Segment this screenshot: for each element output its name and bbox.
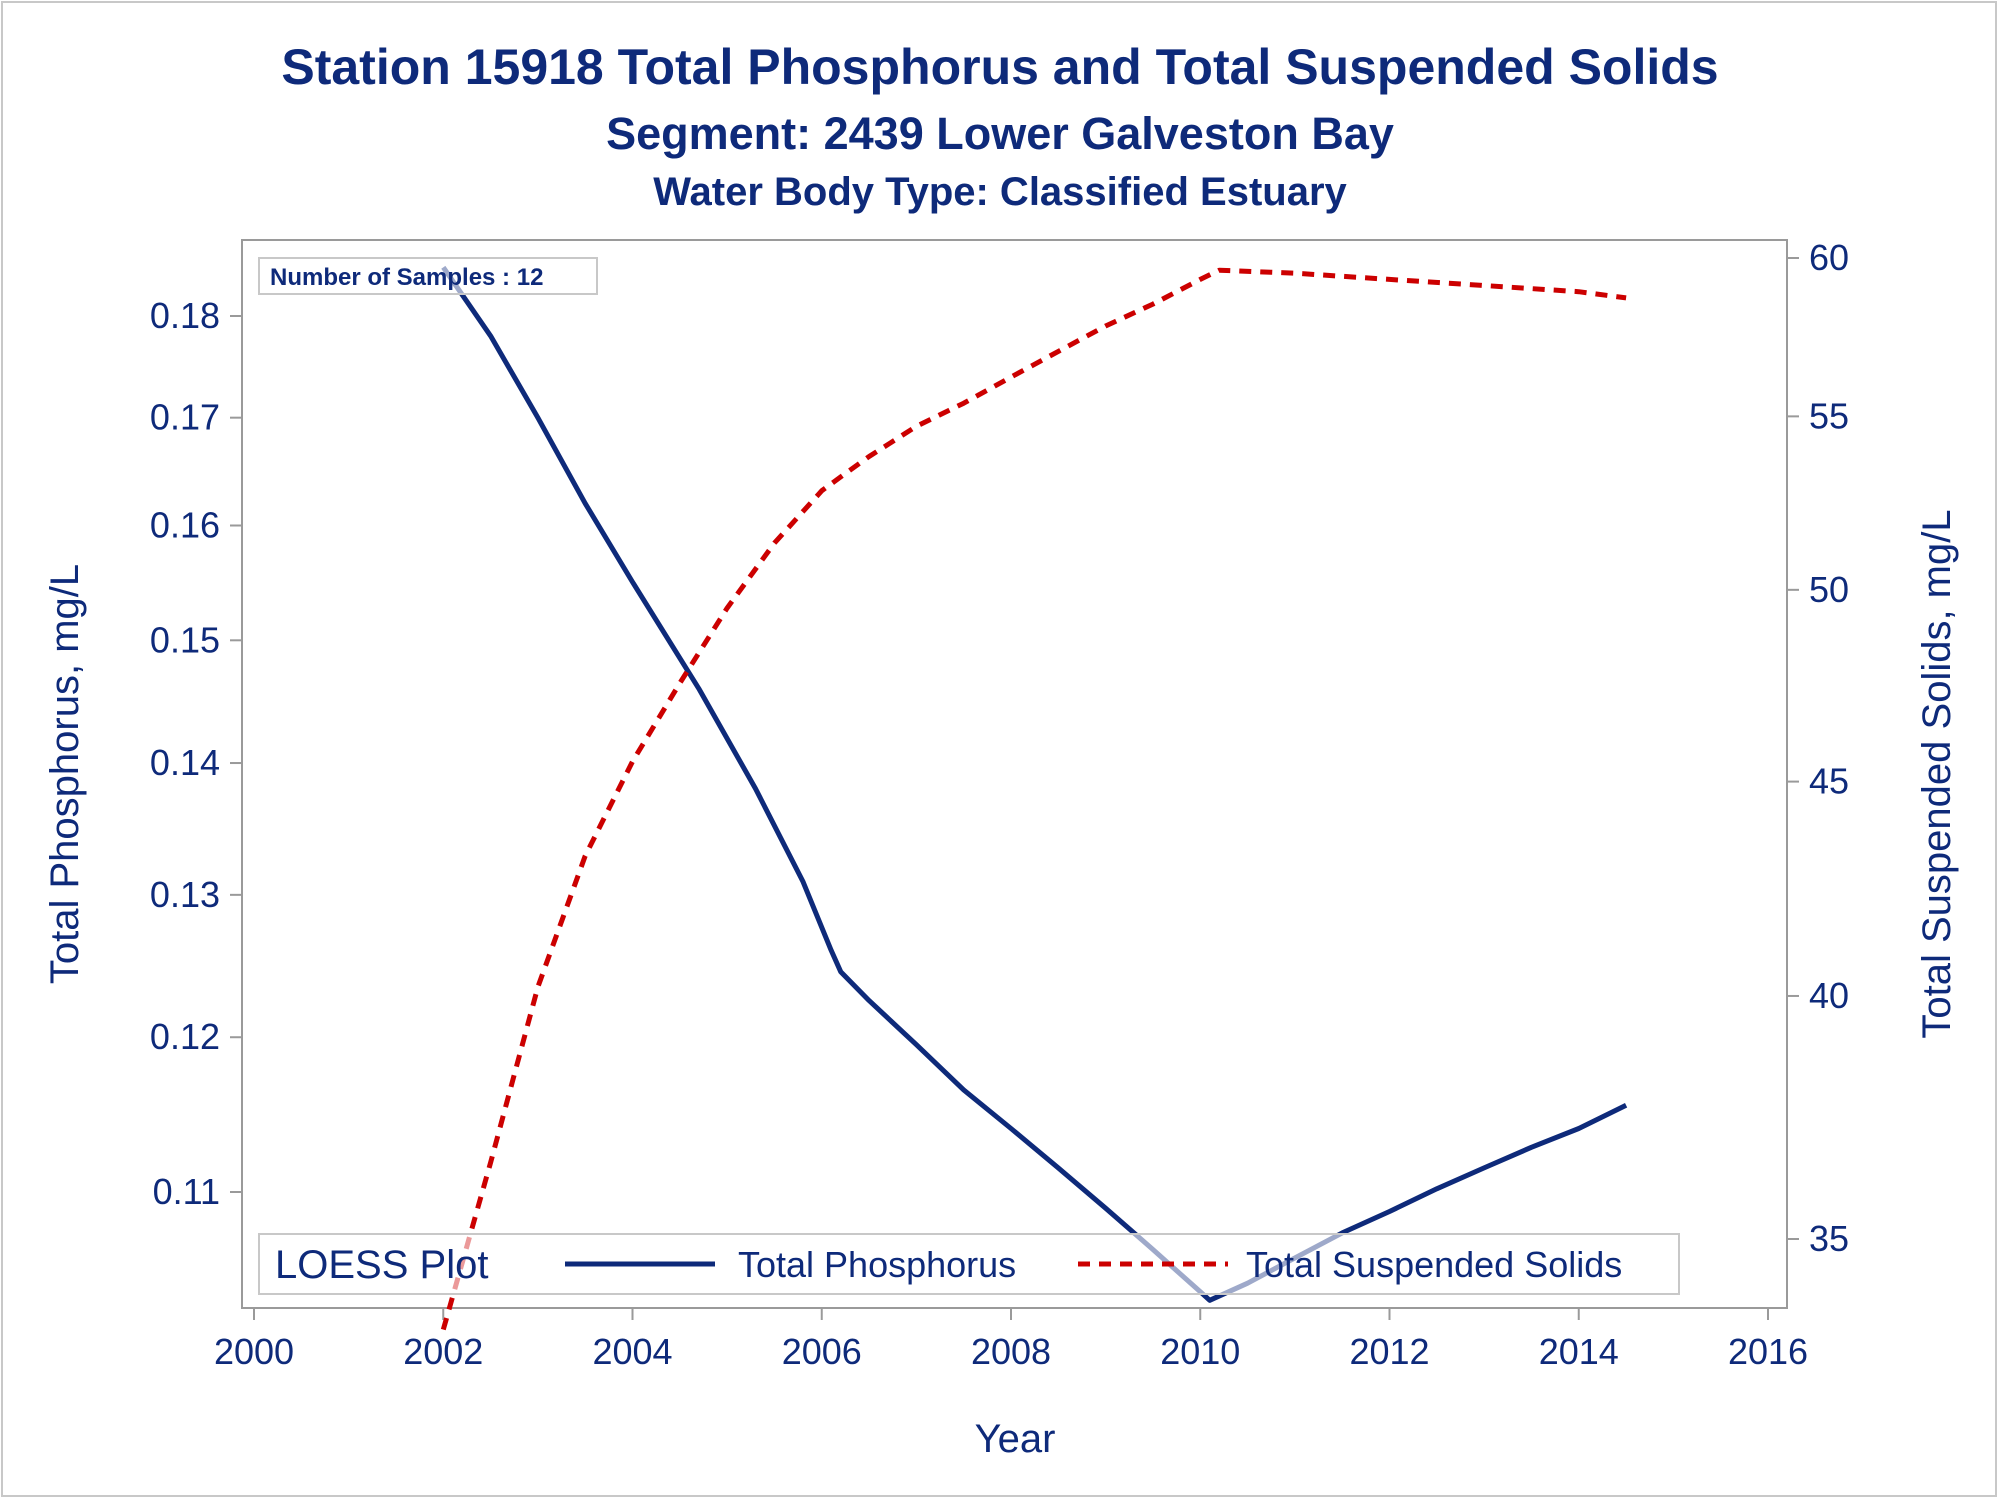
y-axis-right-label: Total Suspended Solids, mg/L bbox=[1915, 509, 1959, 1038]
x-tick-label: 2008 bbox=[971, 1331, 1051, 1372]
y2-tick-label: 35 bbox=[1809, 1218, 1849, 1259]
x-tick-label: 2000 bbox=[214, 1331, 294, 1372]
x-tick-label: 2012 bbox=[1349, 1331, 1429, 1372]
x-tick-label: 2014 bbox=[1539, 1331, 1619, 1372]
samples-count-label: Number of Samples : 12 bbox=[270, 264, 543, 291]
chart-title: Station 15918 Total Phosphorus and Total… bbox=[281, 39, 1719, 95]
y-axis-left: 0.11 0.12 0.13 0.14 0.15 0.16 0.17 0.18 bbox=[150, 295, 242, 1212]
x-axis-label: Year bbox=[975, 1417, 1056, 1461]
y-tick-label: 0.12 bbox=[150, 1016, 220, 1057]
plot-border bbox=[241, 239, 1788, 1309]
series-line-phosphorus bbox=[441, 265, 1628, 1303]
legend: LOESS Plot Total Phosphorus Total Suspen… bbox=[258, 1233, 1680, 1295]
x-tick-label: 2010 bbox=[1160, 1331, 1240, 1372]
legend-title: LOESS Plot bbox=[275, 1243, 488, 1287]
y-axis-left-label: Total Phosphorus, mg/L bbox=[43, 564, 87, 984]
x-tick-label: 2002 bbox=[403, 1331, 483, 1372]
y-tick-label: 0.11 bbox=[153, 1171, 220, 1212]
y2-tick-label: 40 bbox=[1809, 975, 1849, 1016]
y2-tick-label: 50 bbox=[1809, 569, 1849, 610]
y-tick-label: 0.16 bbox=[150, 505, 220, 546]
x-axis: 2000 2002 2004 2006 2008 2010 2012 2014 2016 bbox=[214, 1308, 1808, 1372]
chart-subtitle-water-body: Water Body Type: Classified Estuary bbox=[653, 170, 1347, 214]
plot-area bbox=[241, 239, 1788, 1309]
y-tick-label: 0.18 bbox=[150, 295, 220, 336]
x-tick-label: 2004 bbox=[592, 1331, 672, 1372]
y2-tick-label: 45 bbox=[1809, 761, 1849, 802]
y-tick-label: 0.17 bbox=[150, 397, 220, 438]
y2-tick-label: 60 bbox=[1809, 237, 1849, 278]
y-tick-label: 0.15 bbox=[150, 619, 220, 660]
y-axis-right: 35 40 45 50 55 60 bbox=[1787, 237, 1849, 1259]
legend-box bbox=[258, 1233, 1680, 1295]
y-tick-label: 0.14 bbox=[150, 742, 220, 783]
samples-inset: Number of Samples : 12 bbox=[258, 257, 598, 295]
y-tick-label: 0.13 bbox=[150, 874, 220, 915]
y2-tick-label: 55 bbox=[1809, 395, 1849, 436]
samples-inset-box bbox=[258, 257, 598, 295]
chart-subtitle-segment: Segment: 2439 Lower Galveston Bay bbox=[606, 108, 1394, 159]
x-tick-label: 2006 bbox=[782, 1331, 862, 1372]
series-group bbox=[440, 265, 1628, 1331]
legend-label-phosphorus: Total Phosphorus bbox=[738, 1244, 1016, 1285]
series-line-tss bbox=[440, 267, 1627, 1331]
legend-label-tss: Total Suspended Solids bbox=[1246, 1244, 1622, 1285]
x-tick-label: 2016 bbox=[1728, 1331, 1808, 1372]
